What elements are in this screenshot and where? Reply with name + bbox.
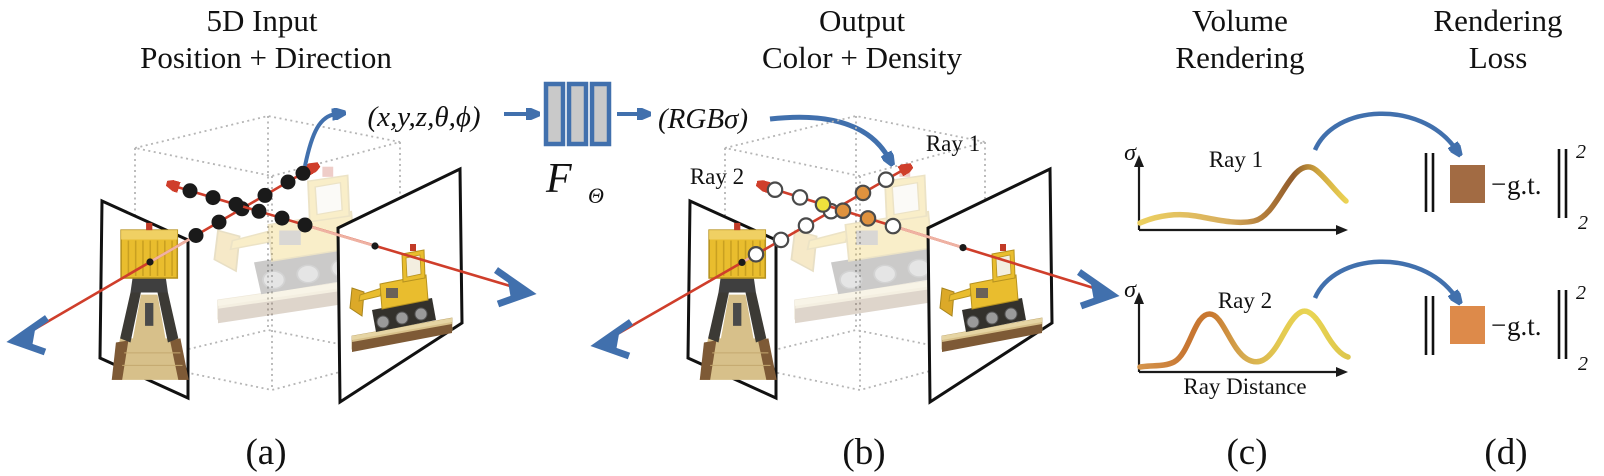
query-samples-ray2	[766, 181, 902, 235]
network-layers	[543, 81, 612, 147]
sample-points-ray1	[188, 165, 311, 243]
norm-subscript: 2	[1578, 353, 1588, 375]
network-input-label: (x,y,z,θ,ϕ)	[368, 101, 481, 133]
sigma-axis-label: σ	[1124, 140, 1137, 166]
render-to-loss-arrow-2	[1312, 259, 1455, 298]
render-to-loss-arrow-1	[1312, 111, 1455, 150]
sample-points-ray2	[182, 183, 313, 233]
image-plane-left-b	[686, 198, 778, 401]
query-ray-2-b	[766, 181, 1111, 295]
panel-b-caption: (b)	[842, 432, 885, 473]
colored-sample	[814, 196, 832, 213]
colored-sample	[854, 184, 872, 202]
sample-to-input-arrow	[303, 114, 336, 167]
colored-sample	[859, 210, 877, 227]
panel-a-scene	[14, 115, 529, 405]
density-plot-ray1: σ Ray 1	[1124, 140, 1349, 235]
network-function-label: F	[545, 156, 572, 202]
panel-b-title-line2: Color + Density	[762, 40, 963, 75]
rendered-color-swatch	[1450, 306, 1485, 344]
panel-c-title-line2: Rendering	[1175, 40, 1304, 75]
x-axis-label: Ray Distance	[1183, 374, 1306, 399]
panel-c-caption: (c)	[1226, 432, 1267, 473]
panel-c-title-line1: Volume	[1192, 3, 1288, 38]
ray2-label: Ray 2	[690, 164, 744, 189]
image-plane-right-a	[336, 166, 464, 405]
image-plane-left-a	[98, 198, 190, 401]
loss-term-ray1: − g.t. 2 2	[1424, 141, 1588, 234]
mlp-network: (x,y,z,θ,ϕ) F Θ (RGBσ)	[368, 81, 748, 208]
density-curve-ray2	[1137, 308, 1351, 370]
query-ray-1-b	[599, 170, 903, 346]
rendered-color-swatch	[1450, 165, 1485, 203]
panel-a-caption: (a)	[245, 432, 286, 473]
ground-truth-label: g.t.	[1507, 170, 1542, 200]
panel-titles: 5D Input Position + Direction Output Col…	[140, 3, 1562, 75]
density-plot-ray2: σ Ray 2 Ray Distance	[1124, 277, 1351, 399]
panel-d-title-line2: Loss	[1469, 40, 1528, 75]
plot2-title: Ray 2	[1218, 288, 1272, 313]
panel-captions: (a) (b) (c) (d)	[245, 432, 1527, 473]
panel-d-caption: (d)	[1484, 432, 1527, 473]
loss-term-ray2: − g.t. 2 2	[1424, 282, 1588, 375]
output-to-scene-arrow	[769, 114, 888, 157]
plot1-title: Ray 1	[1209, 147, 1263, 172]
ground-truth-label: g.t.	[1507, 311, 1542, 341]
image-plane-right-b	[926, 166, 1054, 405]
scene-bounds-cube	[724, 115, 986, 391]
minus-sign: −	[1491, 310, 1506, 340]
network-function-subscript: Θ	[588, 183, 604, 208]
colored-sample	[834, 202, 852, 219]
norm-subscript: 2	[1578, 212, 1588, 234]
network-output-label: (RGBσ)	[658, 103, 748, 135]
minus-sign: −	[1491, 169, 1506, 199]
panel-d-title-line1: Rendering	[1433, 3, 1562, 38]
panel-a-title-line1: 5D Input	[206, 3, 317, 38]
panel-b-title-line1: Output	[819, 3, 906, 38]
panel-a-title-line2: Position + Direction	[140, 40, 392, 75]
sigma-axis-label: σ	[1124, 277, 1137, 303]
panel-b-scene: Ray 1 Ray 2	[598, 115, 1112, 405]
ray1-label: Ray 1	[926, 131, 980, 156]
camera-ray-1-a	[15, 165, 311, 342]
density-curve-ray1	[1137, 164, 1349, 226]
norm-exponent: 2	[1576, 141, 1586, 163]
norm-exponent: 2	[1576, 282, 1586, 304]
camera-ray-2-a	[176, 183, 528, 293]
